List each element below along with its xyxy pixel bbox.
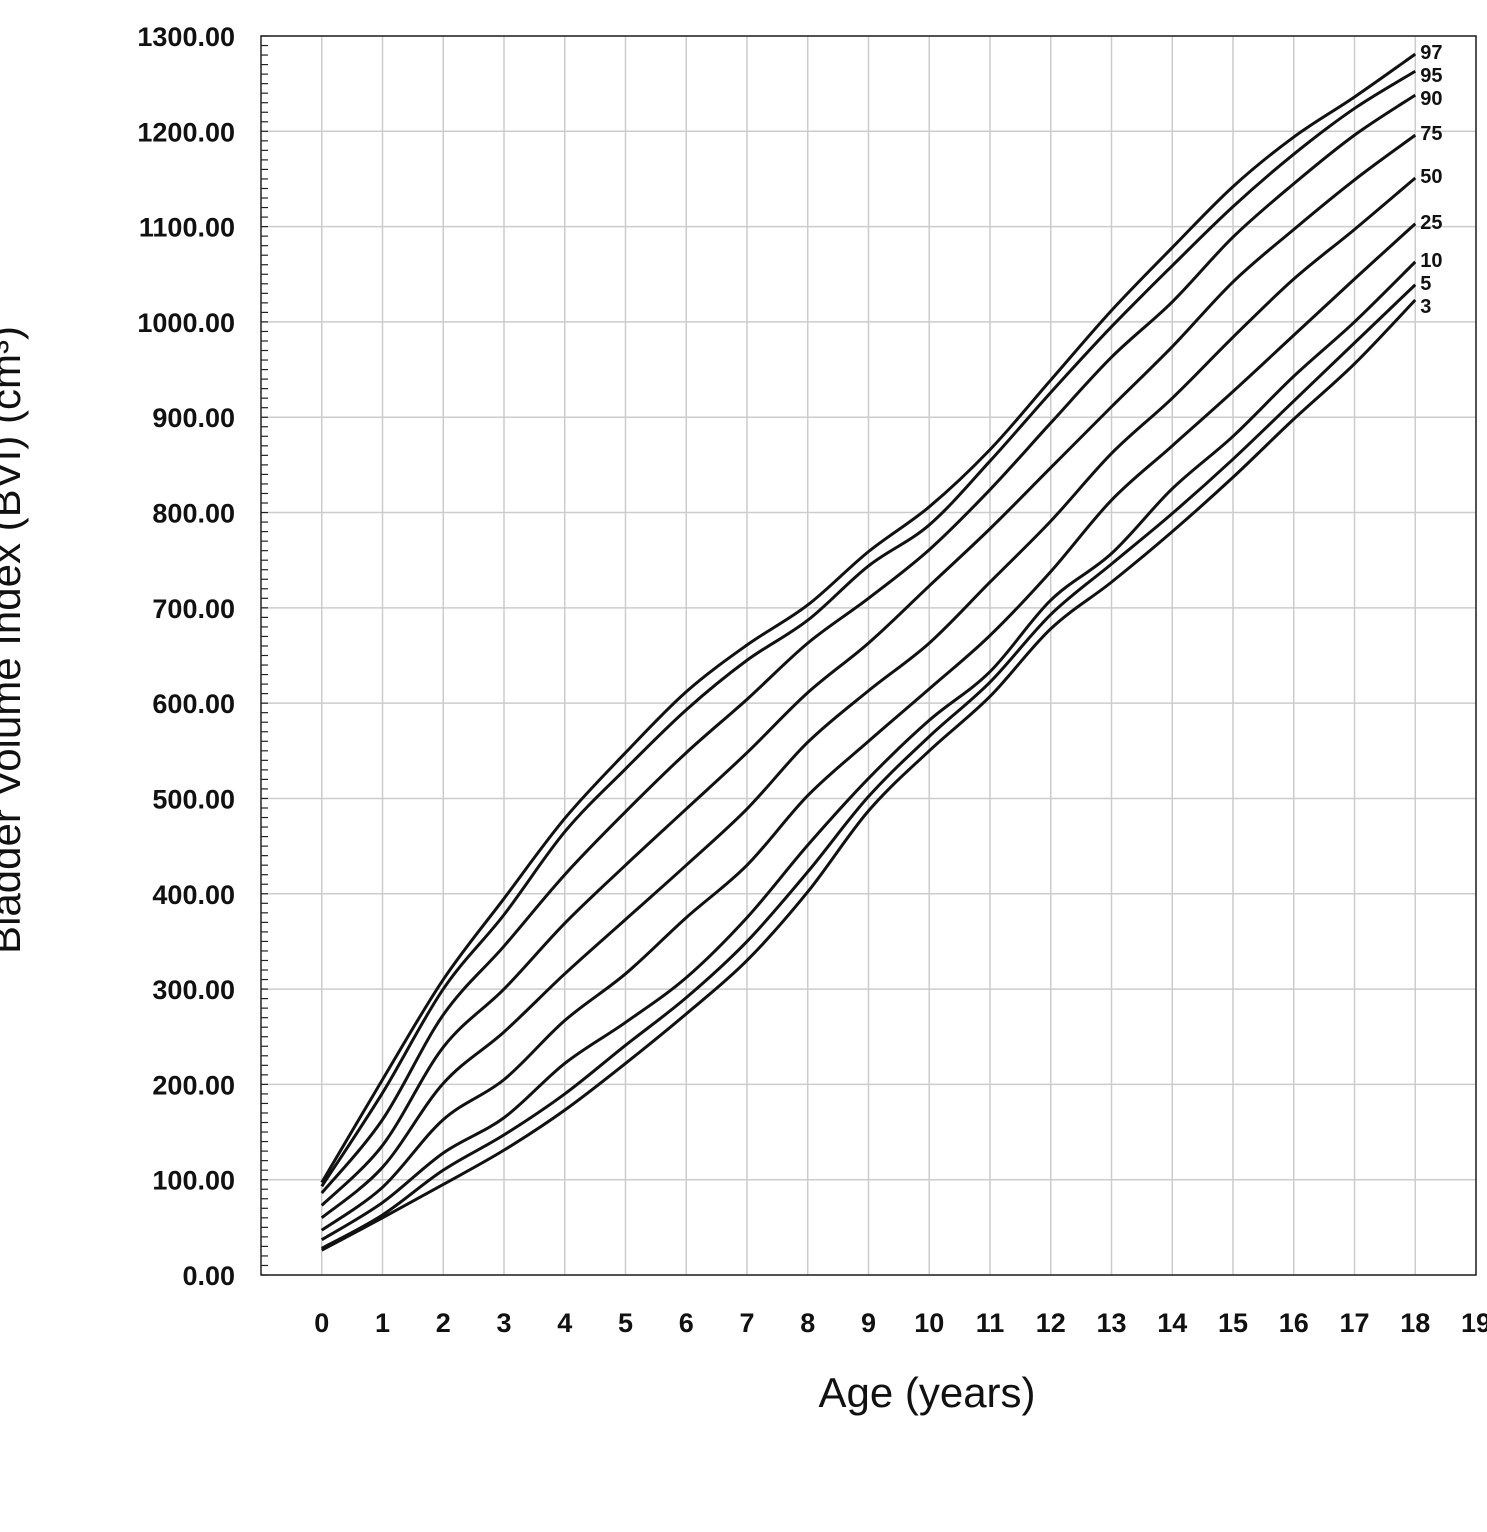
y-minor-ticks	[261, 35, 268, 1276]
series-line-p50	[320, 176, 1417, 1219]
x-tick-label: 3	[496, 1308, 511, 1338]
x-tick-label: 0	[314, 1308, 329, 1338]
x-tick-label: 16	[1279, 1308, 1309, 1338]
series-line-p5	[321, 283, 1417, 1250]
x-tick-label: 17	[1339, 1308, 1369, 1338]
series-label-p10: 10	[1420, 250, 1442, 272]
x-tick-label: 2	[436, 1308, 451, 1338]
x-tick-label: 7	[739, 1308, 754, 1338]
series-label-p50: 50	[1420, 166, 1442, 188]
y-tick-label: 400.00	[152, 880, 235, 910]
series-label-p97: 97	[1420, 42, 1442, 64]
y-tick-label: 700.00	[152, 594, 235, 624]
x-tick-label: 14	[1157, 1308, 1187, 1338]
x-tick-label: 9	[861, 1308, 876, 1338]
series-line-p75	[320, 133, 1417, 1207]
x-tick-label: 18	[1400, 1308, 1430, 1338]
series-line-p3	[321, 298, 1417, 1252]
series-label-p75: 75	[1420, 123, 1442, 145]
x-tick-label: 13	[1096, 1308, 1126, 1338]
y-tick-label: 800.00	[152, 499, 235, 529]
series-lines	[320, 52, 1417, 1252]
y-tick-label: 500.00	[152, 784, 235, 814]
y-tick-label: 1300.00	[137, 22, 235, 52]
series-line-p90	[320, 93, 1417, 1194]
series-line-p10	[320, 260, 1417, 1242]
series-label-p95: 95	[1420, 65, 1442, 87]
x-axis-title: Age (years)	[818, 1369, 1035, 1416]
series-label-p5: 5	[1420, 273, 1431, 295]
series-label-p90: 90	[1420, 88, 1442, 110]
x-tick-label: 5	[618, 1308, 633, 1338]
x-tick-label: 19	[1461, 1308, 1487, 1338]
series-label-p25: 25	[1420, 212, 1442, 234]
x-tick-label: 4	[557, 1308, 572, 1338]
y-axis-title: Bladder Volume Index (BVI) (cm³)	[0, 326, 29, 954]
y-tick-labels: 0.00 100.00 200.00 300.00 400.00 500.00 600.00…	[137, 22, 235, 1291]
x-tick-labels: 0 1 2 3 4 5 6 7 8 9 10 11 12 13 14 15 16 17 18 19	[314, 1308, 1487, 1338]
x-tick-label: 12	[1036, 1308, 1066, 1338]
x-tick-label: 15	[1218, 1308, 1248, 1338]
y-tick-label: 1100.00	[139, 213, 235, 243]
y-tick-label: 1200.00	[137, 117, 235, 147]
series-line-p25	[320, 222, 1417, 1232]
x-tick-label: 11	[976, 1308, 1005, 1338]
series-line-p97	[320, 52, 1417, 1184]
y-tick-label: 0.00	[182, 1261, 235, 1291]
x-tick-label: 10	[914, 1308, 944, 1338]
x-tick-label: 6	[679, 1308, 694, 1338]
series-line-p95	[320, 69, 1417, 1188]
grid	[261, 35, 1477, 1276]
y-tick-label: 100.00	[152, 1166, 235, 1196]
series-label-p3: 3	[1420, 296, 1431, 318]
y-tick-label: 200.00	[152, 1070, 235, 1100]
y-tick-label: 300.00	[152, 975, 235, 1005]
y-tick-label: 1000.00	[137, 308, 235, 338]
y-tick-label: 600.00	[152, 689, 235, 719]
y-tick-label: 900.00	[152, 403, 235, 433]
x-tick-label: 8	[800, 1308, 815, 1338]
plot-frame	[260, 35, 1477, 1276]
x-tick-label: 1	[375, 1308, 390, 1338]
